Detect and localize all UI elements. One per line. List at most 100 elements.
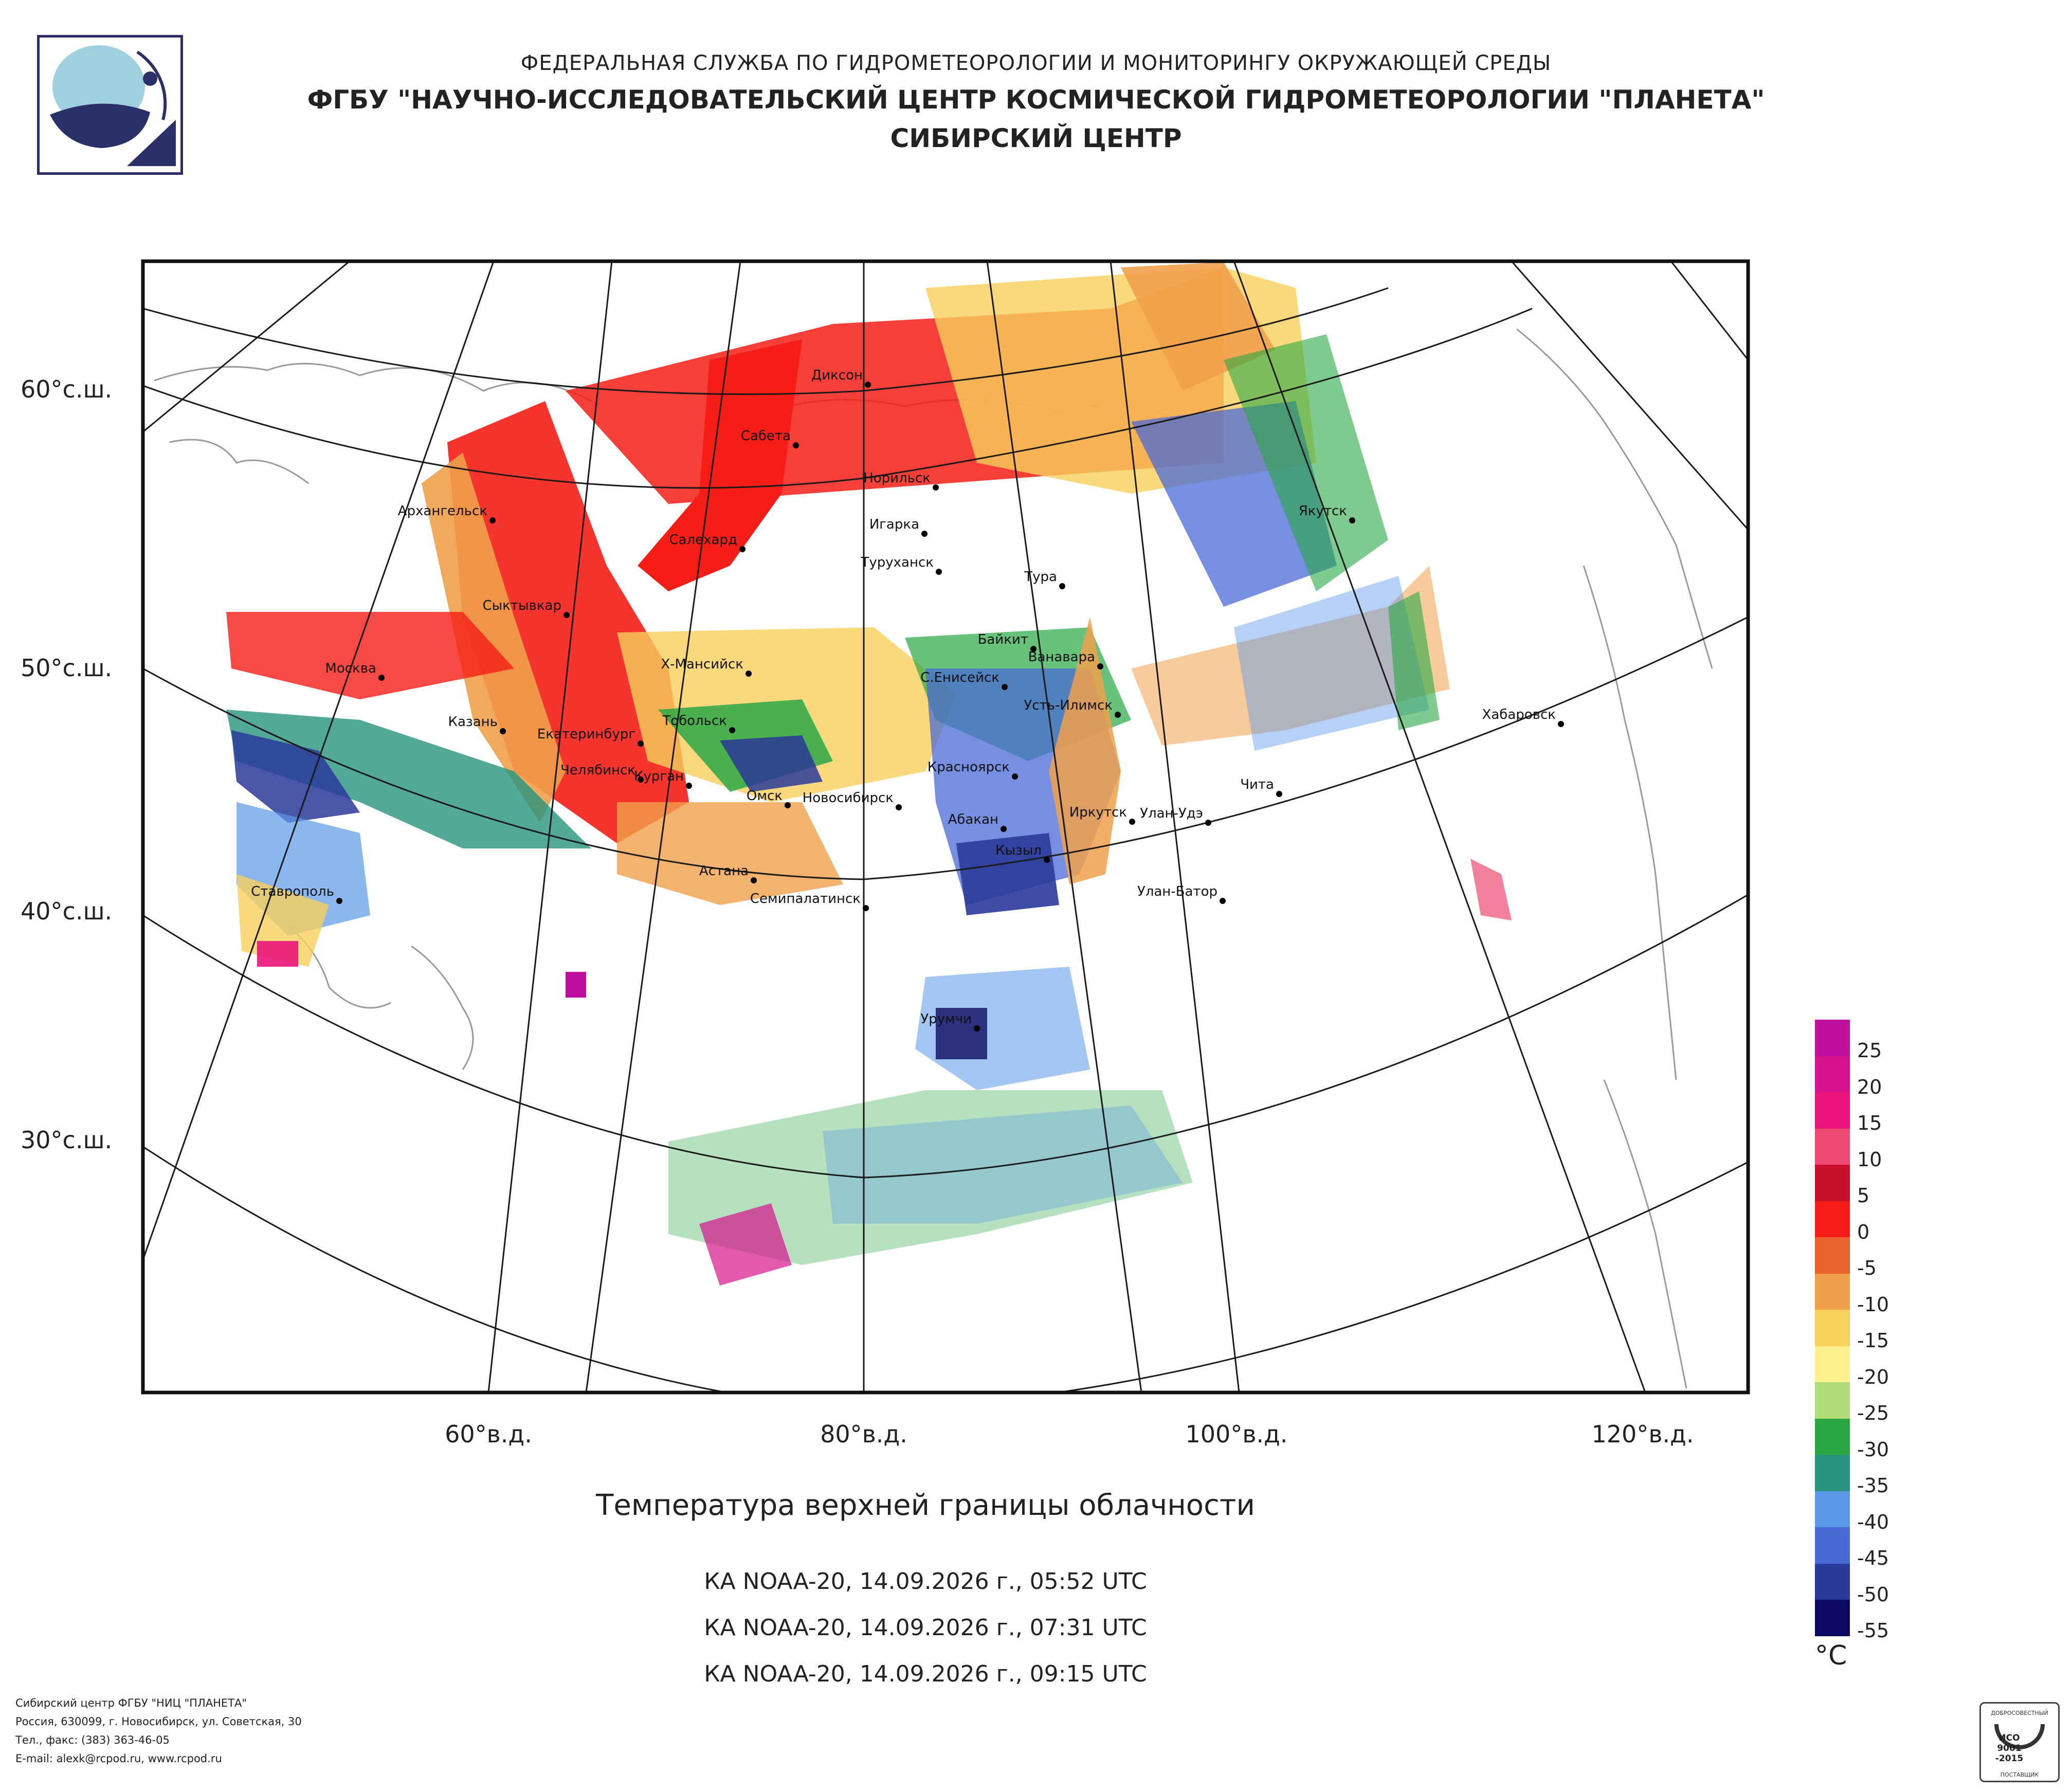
city-dot [785, 802, 791, 808]
colorbar-step [1815, 1165, 1850, 1201]
city-dot [500, 728, 506, 734]
lon-label-80: 80°в.д. [820, 1420, 907, 1448]
city-marker: Чита [1240, 777, 1282, 797]
city-marker: Семипалатинск [750, 891, 869, 911]
city-marker: Байкит [978, 632, 1037, 652]
city-dot [921, 531, 928, 537]
city-label: Тобольск [662, 713, 727, 729]
iso-badge: ДОБРОСОВЕСТНЫЙ ИСО 9001 -2015 ПОСТАВЩИК [1979, 1702, 2060, 1782]
colorbar-tick-label: 0 [1857, 1220, 1870, 1243]
city-marker: Тура [1024, 569, 1065, 589]
city-marker: С.Енисейск [920, 670, 1008, 690]
city-label: Норильск [863, 471, 931, 486]
city-label: Якутск [1299, 503, 1347, 519]
city-dot [378, 675, 385, 681]
iso-mid2: 9001 [1997, 1743, 2021, 1753]
city-label: Ванавара [1028, 649, 1095, 665]
city-marker: Туруханск [861, 555, 942, 575]
city-marker: Игарка [869, 517, 928, 537]
city-marker: Астана [699, 863, 757, 883]
pass-1: КА NOAA-20, 14.09.2026 г., 05:52 UTC [704, 1568, 1147, 1595]
colorbar-step [1815, 1527, 1850, 1564]
header-center: СИБИРСКИЙ ЦЕНТР [890, 123, 1182, 153]
colorbar-step [1815, 1382, 1850, 1419]
city-marker: Сыктывкар [482, 598, 570, 618]
colorbar-tick-label: -40 [1857, 1510, 1889, 1533]
city-dot [729, 727, 735, 733]
city-label: Казань [448, 714, 498, 730]
city-marker: Иркутск [1069, 805, 1135, 825]
city-dot [936, 569, 942, 575]
colorbar-tick-label: -20 [1857, 1365, 1889, 1388]
city-dot [865, 382, 871, 388]
colorbar-tick-label: 25 [1857, 1039, 1882, 1062]
colorbar-tick-label: -25 [1857, 1402, 1889, 1424]
colorbar-step [1815, 1455, 1850, 1491]
lat-label-60: 60°с.ш. [21, 375, 113, 403]
lat-label-40: 40°с.ш. [21, 897, 113, 925]
iso-mid3: -2015 [1995, 1753, 2023, 1764]
city-label: Улан-Удэ [1140, 806, 1203, 821]
colorbar-step [1815, 1201, 1850, 1237]
city-markers: Диксон Сабета Норильск Игарка Туруханск Тура Я… [251, 368, 1564, 1032]
city-dot [863, 905, 869, 911]
city-label: Челябинск [560, 763, 635, 778]
city-marker: Сабета [741, 428, 799, 448]
city-dot [1002, 684, 1008, 690]
city-dot [1059, 583, 1065, 589]
city-marker: Улан-Удэ [1140, 806, 1211, 826]
colorbar-step [1815, 1273, 1850, 1310]
city-dot [638, 776, 644, 783]
city-marker: Якутск [1299, 503, 1355, 523]
pass-3: КА NOAA-20, 14.09.2026 г., 09:15 UTC [704, 1661, 1147, 1687]
city-dot [739, 546, 746, 552]
colorbar-tick-label: 10 [1857, 1148, 1882, 1171]
city-marker: Новосибирск [803, 790, 902, 810]
colorbar-tick-label: 15 [1857, 1112, 1882, 1134]
colorbar-tick-label: -55 [1857, 1619, 1889, 1642]
lat-label-50: 50°с.ш. [21, 654, 113, 682]
city-label: Чита [1240, 777, 1274, 792]
city-marker: Ванавара [1028, 649, 1103, 670]
city-marker: Тобольск [662, 713, 735, 733]
colorbar-tick-label: 20 [1857, 1075, 1882, 1098]
city-marker: Урумчи [920, 1011, 980, 1032]
footer-email: E-mail: alexk@rcpod.ru, www.rcpod.ru [15, 1752, 222, 1765]
city-dot [564, 612, 570, 618]
colorbar-step [1815, 1418, 1850, 1455]
footer-phone: Тел., факс: (383) 363-46-05 [15, 1734, 170, 1746]
city-dot [1205, 820, 1211, 826]
city-marker: Ставрополь [251, 884, 342, 904]
city-dot [336, 898, 342, 904]
city-label: Абакан [948, 812, 998, 827]
city-label: Курган [634, 769, 684, 784]
colorbar-step [1815, 1346, 1850, 1382]
colorbar-tick-label: -10 [1857, 1293, 1889, 1316]
footer-address: Россия, 630099, г. Новосибирск, ул. Сове… [15, 1715, 302, 1728]
colorbar-step [1815, 1092, 1850, 1129]
city-label: Туруханск [861, 555, 934, 570]
colorbar-tick-label: 5 [1857, 1184, 1870, 1207]
city-label: Омск [747, 788, 783, 804]
colorbar-tick-label: -30 [1857, 1438, 1889, 1461]
city-dot [793, 442, 799, 448]
city-label: Сыктывкар [482, 598, 561, 613]
colorbar-tick-label: -15 [1857, 1329, 1889, 1352]
city-marker: Челябинск [560, 763, 644, 783]
city-marker: Улан-Батор [1137, 884, 1226, 904]
city-dot [1349, 517, 1355, 523]
city-label: Екатеринбург [537, 727, 635, 742]
colorbar-step [1815, 1491, 1850, 1527]
city-marker: Усть-Илимск [1024, 698, 1121, 718]
city-label: Архангельск [398, 503, 487, 519]
city-marker: Красноярск [928, 759, 1018, 780]
city-marker: Екатеринбург [537, 727, 644, 747]
city-label: Сабета [741, 428, 791, 444]
temperature-colorbar [1815, 1020, 1850, 1636]
city-label: Иркутск [1069, 805, 1127, 820]
city-dot [1044, 857, 1050, 863]
city-label: Ставрополь [251, 884, 334, 899]
city-label: Улан-Батор [1137, 884, 1217, 899]
city-dot [933, 484, 939, 491]
